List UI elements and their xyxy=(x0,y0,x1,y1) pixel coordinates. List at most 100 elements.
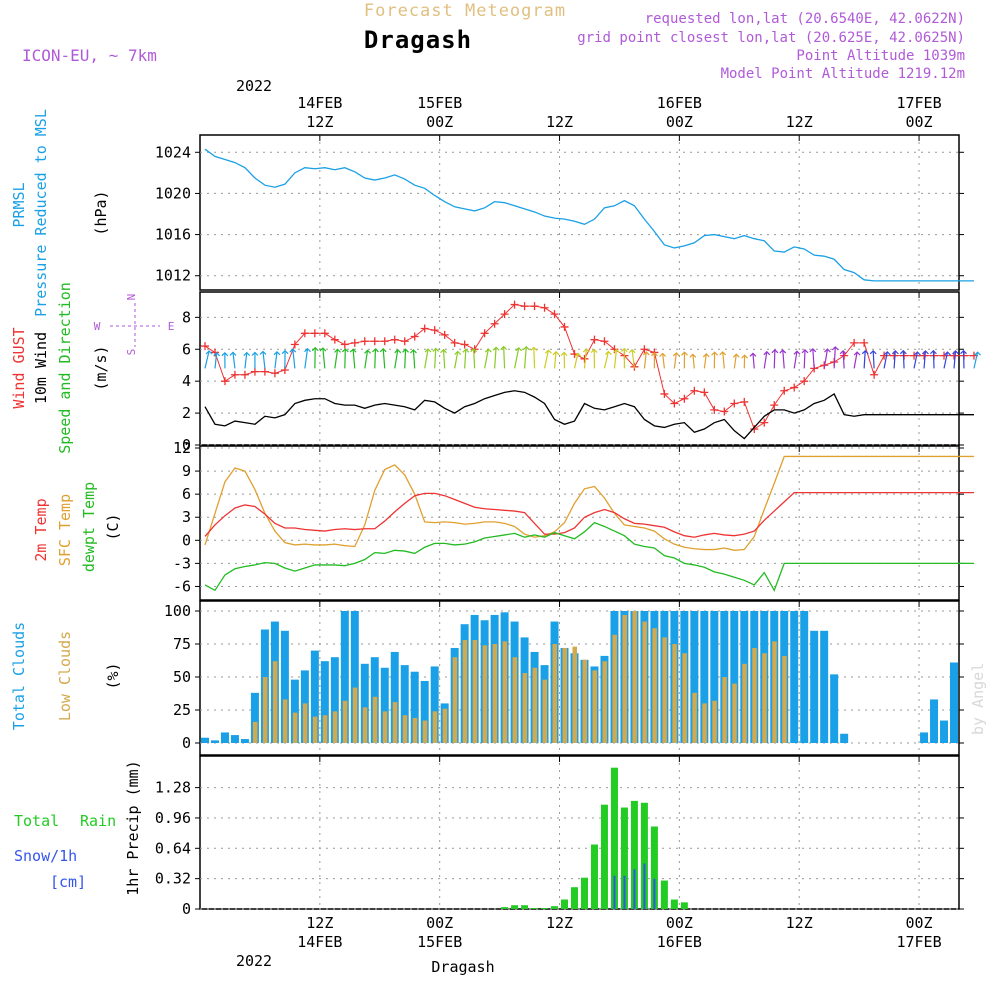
total-cloud-bar xyxy=(790,611,799,743)
snow-bar xyxy=(613,875,616,909)
wind-arrow-head xyxy=(711,351,719,356)
wind-direction-arrow xyxy=(913,351,918,369)
top-date-label: 17FEB xyxy=(896,94,941,112)
total-cloud-bar xyxy=(710,611,719,743)
low-cloud-bar xyxy=(742,663,747,743)
y-tick-label-temperature: 12 xyxy=(173,439,191,457)
wind-arrow-head xyxy=(689,353,697,358)
wind-arrow-head xyxy=(960,349,967,355)
location-title: Dragash xyxy=(364,26,472,54)
wind-direction-arrow xyxy=(893,350,896,369)
bottom-date-label: 14FEB xyxy=(297,933,342,951)
total-cloud-bar xyxy=(920,732,929,743)
wind-arrow-head xyxy=(319,347,327,352)
wind-direction-arrow xyxy=(553,351,557,369)
wind-direction-arrow xyxy=(842,350,845,369)
wind-direction-arrow xyxy=(643,351,647,369)
wind-direction-arrow xyxy=(494,347,497,369)
bottom-year: 2022 xyxy=(236,952,272,970)
bottom-hour-label: 00Z xyxy=(906,914,933,932)
wind-arrow-head xyxy=(281,349,289,355)
wind-direction-arrow xyxy=(352,349,356,369)
wind-direction-arrow xyxy=(503,346,506,369)
rain-bar xyxy=(670,899,678,909)
wind-direction-arrow xyxy=(262,351,266,369)
wind-arrow-head xyxy=(659,352,667,357)
wind-gust-point xyxy=(660,389,669,398)
wind-gust-point xyxy=(860,338,869,347)
y-tick-label-temperature: -6 xyxy=(173,577,191,595)
wind-arrow-head xyxy=(801,349,809,354)
wind-gust-point xyxy=(850,338,859,347)
temp-sfc-label: SFC Temp xyxy=(56,494,74,566)
low-cloud-bar xyxy=(362,707,368,743)
wind-arrow-head xyxy=(544,349,552,354)
wind-gust-label: Wind GUST xyxy=(10,327,28,408)
wind-10m-label: 10m Wind xyxy=(32,332,50,404)
rain-bar xyxy=(590,844,598,909)
wind-arrow-head xyxy=(440,348,447,354)
total-cloud-bar xyxy=(210,740,219,743)
wind-direction-arrow xyxy=(322,348,326,369)
wind-arrow-head xyxy=(628,348,636,354)
wind-arrow-head xyxy=(454,350,462,355)
wind-direction-arrow xyxy=(703,353,707,369)
wind-direction-arrow xyxy=(244,352,248,369)
top-date-label: 16FEB xyxy=(657,94,702,112)
wind-arrow-head xyxy=(341,348,349,353)
low-cloud-bar xyxy=(562,647,568,743)
wind-direction-arrow xyxy=(543,350,550,369)
wind-gust-point xyxy=(300,329,309,338)
wind-arrow-head xyxy=(831,346,839,351)
wind-direction-arrow xyxy=(304,348,309,369)
y-tick-label-wind: 2 xyxy=(182,404,191,422)
clouds-low-label: Low Clouds xyxy=(56,631,74,721)
wind-arrow-head xyxy=(642,351,650,356)
y-tick-label-pressure: 1020 xyxy=(155,184,191,202)
rain-bar xyxy=(600,804,608,909)
low-cloud-bar xyxy=(732,683,737,743)
bottom-hour-label: 00Z xyxy=(666,914,693,932)
low-cloud-bar xyxy=(492,644,498,743)
low-cloud-bar xyxy=(622,614,627,743)
panel-frame-wind xyxy=(199,291,960,446)
panel-frame-pressure xyxy=(199,134,960,291)
wind-direction-arrow xyxy=(473,348,476,369)
compass-west: W xyxy=(94,320,101,333)
y-tick-label-precip: 0.64 xyxy=(155,839,191,857)
top-hour-label: 12Z xyxy=(546,113,573,131)
wind-arrow-head xyxy=(891,350,899,355)
wind-direction-arrow xyxy=(232,352,236,369)
snow-bar xyxy=(643,863,646,909)
wind-direction-arrow xyxy=(204,350,210,369)
wind-direction-arrow xyxy=(932,350,935,369)
wind-arrow-head xyxy=(259,350,267,355)
wind-direction-arrow xyxy=(523,346,527,369)
rain-bar xyxy=(521,905,529,909)
low-cloud-bar xyxy=(502,641,508,743)
wind-arrow-head xyxy=(432,347,440,352)
rain-bar xyxy=(610,767,618,909)
total-cloud-bar xyxy=(800,611,809,743)
rain-bar xyxy=(551,906,559,909)
clouds-total-label: Total Clouds xyxy=(10,622,28,730)
wind-arrow-head xyxy=(741,354,749,359)
rain-bar xyxy=(501,907,509,909)
wind-gust-point xyxy=(250,367,259,376)
wind-arrow-head xyxy=(952,350,959,355)
temp-2m-line xyxy=(204,491,974,538)
wind-direction-arrow xyxy=(344,348,346,369)
panel-frame-temperature xyxy=(199,445,960,601)
precip-axis-label: 1hr Precip (mm) xyxy=(124,760,142,895)
requested-coords: requested lon,lat (20.6540E, 42.0622N) xyxy=(645,11,965,27)
wind-direction-arrow xyxy=(364,350,369,369)
wind-arrow-head xyxy=(869,349,877,355)
total-cloud-bar xyxy=(400,665,409,743)
wind-gust-point xyxy=(500,310,509,319)
precip-snow-label: Snow/1h xyxy=(14,847,77,865)
wind-direction-arrow xyxy=(973,352,979,369)
wind-gust-point xyxy=(540,303,549,312)
wind-direction-arrow xyxy=(464,349,467,369)
wind-direction-arrow xyxy=(613,349,618,369)
low-cloud-bar xyxy=(522,673,528,743)
